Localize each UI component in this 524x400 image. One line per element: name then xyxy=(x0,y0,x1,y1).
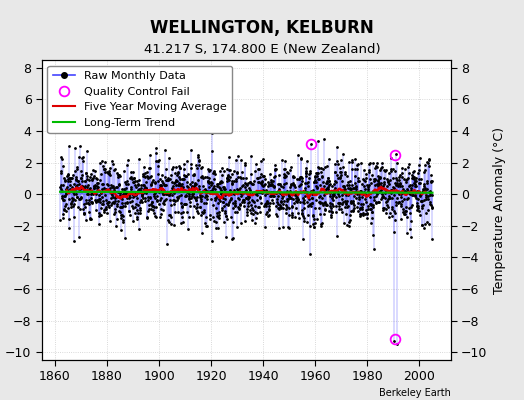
Text: Berkeley Earth: Berkeley Earth xyxy=(379,388,451,398)
Y-axis label: Temperature Anomaly (°C): Temperature Anomaly (°C) xyxy=(493,126,506,294)
Text: WELLINGTON, KELBURN: WELLINGTON, KELBURN xyxy=(150,19,374,37)
Text: 41.217 S, 174.800 E (New Zealand): 41.217 S, 174.800 E (New Zealand) xyxy=(144,44,380,56)
Legend: Raw Monthly Data, Quality Control Fail, Five Year Moving Average, Long-Term Tren: Raw Monthly Data, Quality Control Fail, … xyxy=(48,66,233,133)
